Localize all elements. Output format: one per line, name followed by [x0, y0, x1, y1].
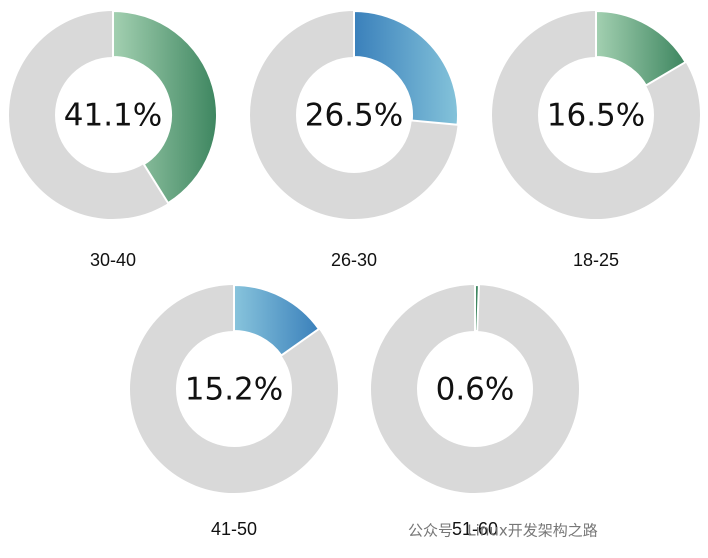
value-label: 16.5% — [547, 98, 645, 134]
category-label: 18-25 — [573, 250, 619, 270]
donut-segment — [112, 9, 218, 205]
value-label: 26.5% — [305, 98, 403, 134]
category-label: 30-40 — [90, 250, 136, 270]
donut-segment — [233, 283, 321, 357]
donut-segment — [353, 9, 459, 126]
category-label: 26-30 — [331, 250, 377, 270]
watermark: 公众号 · Linux开发架构之路 — [408, 522, 598, 540]
value-label: 0.6% — [436, 372, 515, 408]
donut-segment — [474, 283, 480, 333]
category-label: 41-50 — [211, 519, 257, 539]
value-label: 41.1% — [64, 98, 162, 134]
category-label: 51-60 — [452, 519, 498, 539]
donut-segment — [595, 9, 687, 87]
value-label: 15.2% — [185, 372, 283, 408]
